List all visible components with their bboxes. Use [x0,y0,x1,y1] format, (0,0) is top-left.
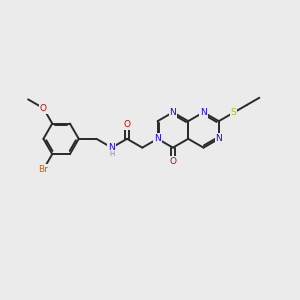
Text: S: S [230,108,236,117]
Text: N: N [169,108,176,117]
Text: N: N [200,108,207,117]
Text: H: H [109,151,114,157]
Text: N: N [154,134,161,143]
Text: O: O [40,104,47,113]
Text: O: O [124,120,130,129]
Text: O: O [169,157,176,166]
Text: N: N [108,143,115,152]
Text: Br: Br [38,165,48,174]
Text: N: N [215,134,222,143]
